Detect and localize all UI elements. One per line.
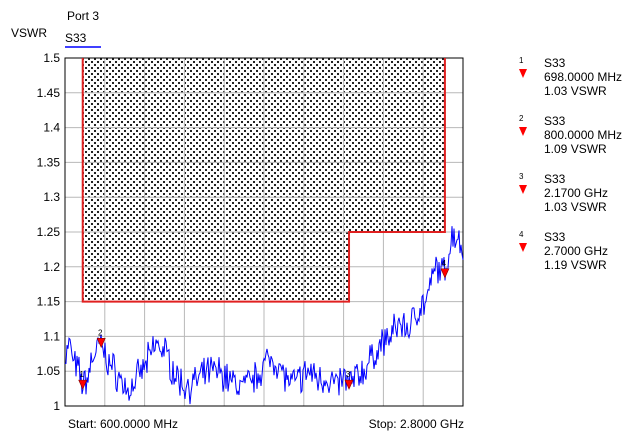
- marker-readout-vswr: 1.09 VSWR: [544, 142, 607, 156]
- y-tick-label: 1.15: [37, 295, 61, 309]
- marker-2-label: 2: [98, 328, 103, 337]
- marker-readout-frequency: 800.0000 MHz: [544, 128, 623, 142]
- y-tick-label: 1.2: [43, 260, 60, 274]
- marker-1[interactable]: [78, 379, 88, 390]
- marker-readout-vswr: 1.03 VSWR: [544, 84, 607, 98]
- marker-2[interactable]: [96, 338, 106, 349]
- marker-4-label: 4: [442, 259, 447, 268]
- marker-readout-number: 4: [519, 230, 524, 239]
- marker-triangle-icon: [519, 127, 527, 136]
- marker-readout-frequency: 698.0000 MHz: [544, 70, 623, 84]
- marker-readout-number: 3: [519, 172, 524, 181]
- marker-3[interactable]: [344, 379, 354, 390]
- marker-triangle-icon: [519, 243, 527, 252]
- marker-readout-trace: S33: [544, 230, 566, 244]
- marker-readout-trace: S33: [544, 56, 566, 70]
- plot-frame: [64, 57, 464, 407]
- marker-readout-1: 1 S33 698.0000 MHz 1.03 VSWR: [519, 56, 627, 114]
- marker-readout-vswr: 1.19 VSWR: [544, 258, 607, 272]
- marker-readout-4: 4 S33 2.7000 GHz 1.19 VSWR: [519, 230, 627, 288]
- marker-readout-trace: S33: [544, 172, 566, 186]
- y-tick-label: 1.5: [43, 51, 60, 65]
- trace-label[interactable]: S33: [65, 31, 87, 45]
- plot-area[interactable]: 1.5 1.45 1.4 1.35 1.3 1.25 1.2 1.15 1.1 1.05 1 1 2 3 4: [37, 51, 464, 413]
- stop-frequency-label: Stop: 2.8000 GHz: [369, 417, 464, 431]
- y-tick-label: 1.25: [37, 225, 61, 239]
- marker-1-label: 1: [80, 370, 85, 379]
- marker-3-label: 3: [346, 370, 351, 379]
- marker-readout-2: 2 S33 800.0000 MHz 1.09 VSWR: [519, 114, 627, 172]
- y-tick-label: 1.45: [37, 86, 61, 100]
- marker-readout-number: 1: [519, 56, 524, 65]
- y-tick-label: 1.4: [43, 121, 60, 135]
- start-frequency-label: Start: 600.0000 MHz: [68, 417, 178, 431]
- y-tick-label: 1: [53, 399, 60, 413]
- marker-readout-trace: S33: [544, 114, 566, 128]
- y-axis-label: VSWR: [11, 26, 47, 40]
- marker-triangle-icon: [519, 185, 527, 194]
- trace-s33[interactable]: [64, 226, 464, 405]
- y-tick-label: 1.05: [37, 364, 61, 378]
- marker-readout-number: 2: [519, 114, 524, 123]
- marker-readout-vswr: 1.03 VSWR: [544, 200, 607, 214]
- marker-readout-frequency: 2.7000 GHz: [544, 244, 609, 258]
- y-tick-label: 1.3: [43, 190, 60, 204]
- marker-readout-frequency: 2.1700 GHz: [544, 186, 609, 200]
- y-tick-label: 1.1: [43, 329, 60, 343]
- port-label: Port 3: [67, 9, 99, 23]
- marker-readout-panel: 1 S33 698.0000 MHz 1.03 VSWR 2 S33 800.0000 MH…: [519, 56, 627, 288]
- limit-line: [81, 58, 446, 303]
- marker-triangle-icon: [519, 69, 527, 78]
- y-tick-label: 1.35: [37, 155, 61, 169]
- marker-readout-3: 3 S33 2.1700 GHz 1.03 VSWR: [519, 172, 627, 230]
- marker-4[interactable]: [440, 268, 450, 279]
